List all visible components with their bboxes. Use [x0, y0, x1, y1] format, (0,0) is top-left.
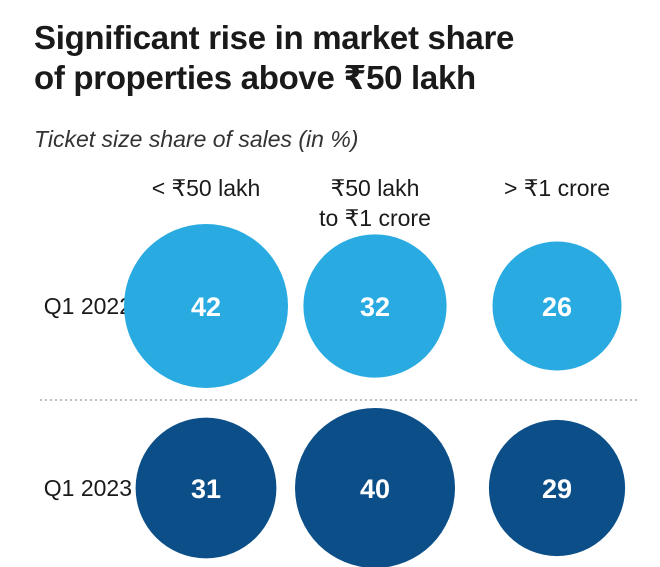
- value-label-row-1-col-2: 32: [360, 292, 390, 322]
- value-label-row-2-col-3: 29: [542, 474, 572, 504]
- bubble-row-2-col-3: [488, 419, 626, 557]
- value-label-row-2-col-2: 40: [360, 474, 390, 504]
- bubble-row-1-col-1: [124, 224, 288, 388]
- chart-title-line-1: Significant rise in market share: [34, 19, 515, 56]
- column-header-3-line-1: > ₹1 crore: [504, 175, 610, 201]
- column-header-2-line-1: ₹50 lakh: [331, 175, 420, 201]
- chart-subtitle: Ticket size share of sales (in %): [34, 126, 359, 152]
- column-header-2-line-2: to ₹1 crore: [319, 205, 431, 231]
- bubble-row-1-col-3: [492, 241, 622, 371]
- column-header-1-line-1: < ₹50 lakh: [152, 175, 261, 201]
- bubble-row-1-col-2: [303, 234, 447, 378]
- chart-title-line-2: of properties above ₹50 lakh: [34, 59, 476, 96]
- value-label-row-2-col-1: 31: [191, 474, 221, 504]
- chart-title: Significant rise in market share of prop…: [34, 18, 634, 98]
- bubble-row-2-col-1: [135, 417, 277, 559]
- row-label-1: Q1 2022: [44, 293, 132, 319]
- value-label-row-1-col-3: 26: [542, 292, 572, 322]
- value-label-row-1-col-1: 42: [191, 292, 221, 322]
- row-label-2: Q1 2023: [44, 475, 132, 501]
- bubble-row-2-col-2: [295, 408, 455, 567]
